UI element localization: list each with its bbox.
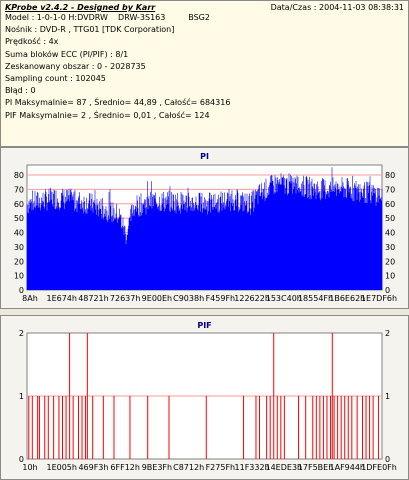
pif-chart: 0 0 1 1 2 2 10h 1E005h 469F3h 6FF12h 9BE3Fh C8712h F…: [19, 329, 397, 472]
pi-y-tick-left: 30: [14, 243, 24, 252]
info-panel: KProbe v2.4.2 - Designed by Karr Data/Cz…: [0, 0, 409, 147]
pif-y-tick-right: 0: [385, 455, 390, 464]
info-media: Nośnik : DVD-R , TTG01 [TDK Corporation]: [5, 25, 175, 35]
pif-x-tick: 469F3h: [78, 463, 108, 472]
pi-x-tick: F459Fh: [206, 294, 236, 303]
info-ecc-blocks: Suma bloków ECC (PI/PIF) : 8/1: [5, 49, 129, 59]
info-model: Model : 1-0-1-0 H:DVDRW DRW-3S163 BSG2: [5, 13, 210, 22]
scan-datetime: Data/Czas : 2004-11-03 08:38:31: [270, 3, 404, 12]
pif-x-tick: 9BE3Fh: [142, 463, 172, 472]
pi-y-tick-right: 0: [385, 286, 390, 295]
pif-x-tick: 10h: [22, 463, 37, 472]
pi-x-tick: 1E7DF6h: [361, 294, 397, 303]
info-error: Błąd : 0: [5, 86, 36, 96]
info-speed: Prędkość : 4x: [5, 37, 59, 47]
pi-y-tick-left: 20: [14, 257, 24, 266]
pi-y-tick-right: 30: [385, 243, 395, 252]
pif-y-tick-right: 1: [385, 392, 390, 401]
info-header: KProbe v2.4.2 - Designed by Karr Data/Cz…: [1, 1, 408, 12]
pi-x-tick: 153C40h: [266, 294, 302, 303]
pi-y-tick-right: 60: [385, 200, 395, 209]
pi-y-tick-left: 70: [14, 185, 24, 194]
pi-y-tick-right: 50: [385, 214, 395, 223]
app-title: KProbe v2.4.2 - Designed by Karr: [5, 3, 156, 12]
info-pif-summary: PIF Maksymalnie= 2 , Średnio= 0,01 , Cał…: [5, 110, 210, 120]
pif-x-tick: 17F5BEh: [298, 463, 333, 472]
pif-y-tick-left: 0: [19, 455, 24, 464]
pi-y-tick-left: 40: [14, 229, 24, 238]
pif-y-tick-left: 2: [19, 329, 24, 338]
pi-bars: [26, 167, 383, 290]
pi-x-tick: 122622h: [234, 294, 270, 303]
pif-chart-panel: PIF 0 0 1 1 2 2 10h 1E005h 469F3h 6FF12h 9BE3Fh C87…: [0, 315, 409, 480]
pi-chart-panel: PI 0 0 10 10 20 20 30 30 40 40 50 50 60 60 70 70 80 80 8Ah…: [0, 147, 409, 309]
pi-chart: 0 0 10 10 20 20 30 30 40 40 50 50 60 60 70 70 80 80 8Ah 1E6…: [14, 164, 397, 303]
pi-y-tick-right: 80: [385, 171, 395, 180]
pif-x-tick: 1DFE0Fh: [361, 463, 397, 472]
pif-x-tick: 1E005h: [46, 463, 76, 472]
pif-x-tick: F275Fh: [206, 463, 236, 472]
pif-x-tick: 14EDE3h: [266, 463, 303, 472]
pi-x-tick: 72637h: [110, 294, 141, 303]
pif-chart-title: PIF: [197, 321, 212, 330]
pi-y-tick-left: 60: [14, 200, 24, 209]
pi-y-tick-left: 80: [14, 171, 24, 180]
pif-x-tick: 11F332h: [235, 463, 270, 472]
pif-x-tick: 1AF944h: [330, 463, 366, 472]
info-pi-summary: PI Maksymalnie= 87 , Średnio= 44,89 , Ca…: [5, 98, 231, 108]
pi-y-tick-right: 70: [385, 185, 395, 194]
pi-x-tick: 48721h: [78, 294, 109, 303]
pif-y-tick-left: 1: [19, 392, 24, 401]
pi-y-tick-right: 20: [385, 257, 395, 266]
pi-x-tick: 1B6E62h: [329, 294, 365, 303]
pi-x-tick: 1E674h: [46, 294, 76, 303]
pi-x-tick: 9E00Eh: [142, 294, 172, 303]
pi-x-tick: 8Ah: [22, 294, 38, 303]
pi-x-tick: 18554Fh: [298, 294, 333, 303]
pi-chart-title: PI: [200, 152, 209, 161]
pif-y-tick-right: 2: [385, 329, 390, 338]
info-sampling: Sampling count : 102045: [5, 74, 106, 84]
pi-y-tick-left: 10: [14, 272, 24, 281]
pi-y-tick-right: 40: [385, 229, 395, 238]
pi-y-tick-left: 50: [14, 214, 24, 223]
pi-x-tick: C9038h: [173, 294, 204, 303]
pi-y-tick-right: 10: [385, 272, 395, 281]
info-scan-range: Zeskanowany obszar : 0 - 2028735: [5, 61, 146, 71]
pif-x-tick: C8712h: [173, 463, 204, 472]
pif-x-tick: 6FF12h: [110, 463, 140, 472]
pi-y-tick-left: 0: [19, 286, 24, 295]
